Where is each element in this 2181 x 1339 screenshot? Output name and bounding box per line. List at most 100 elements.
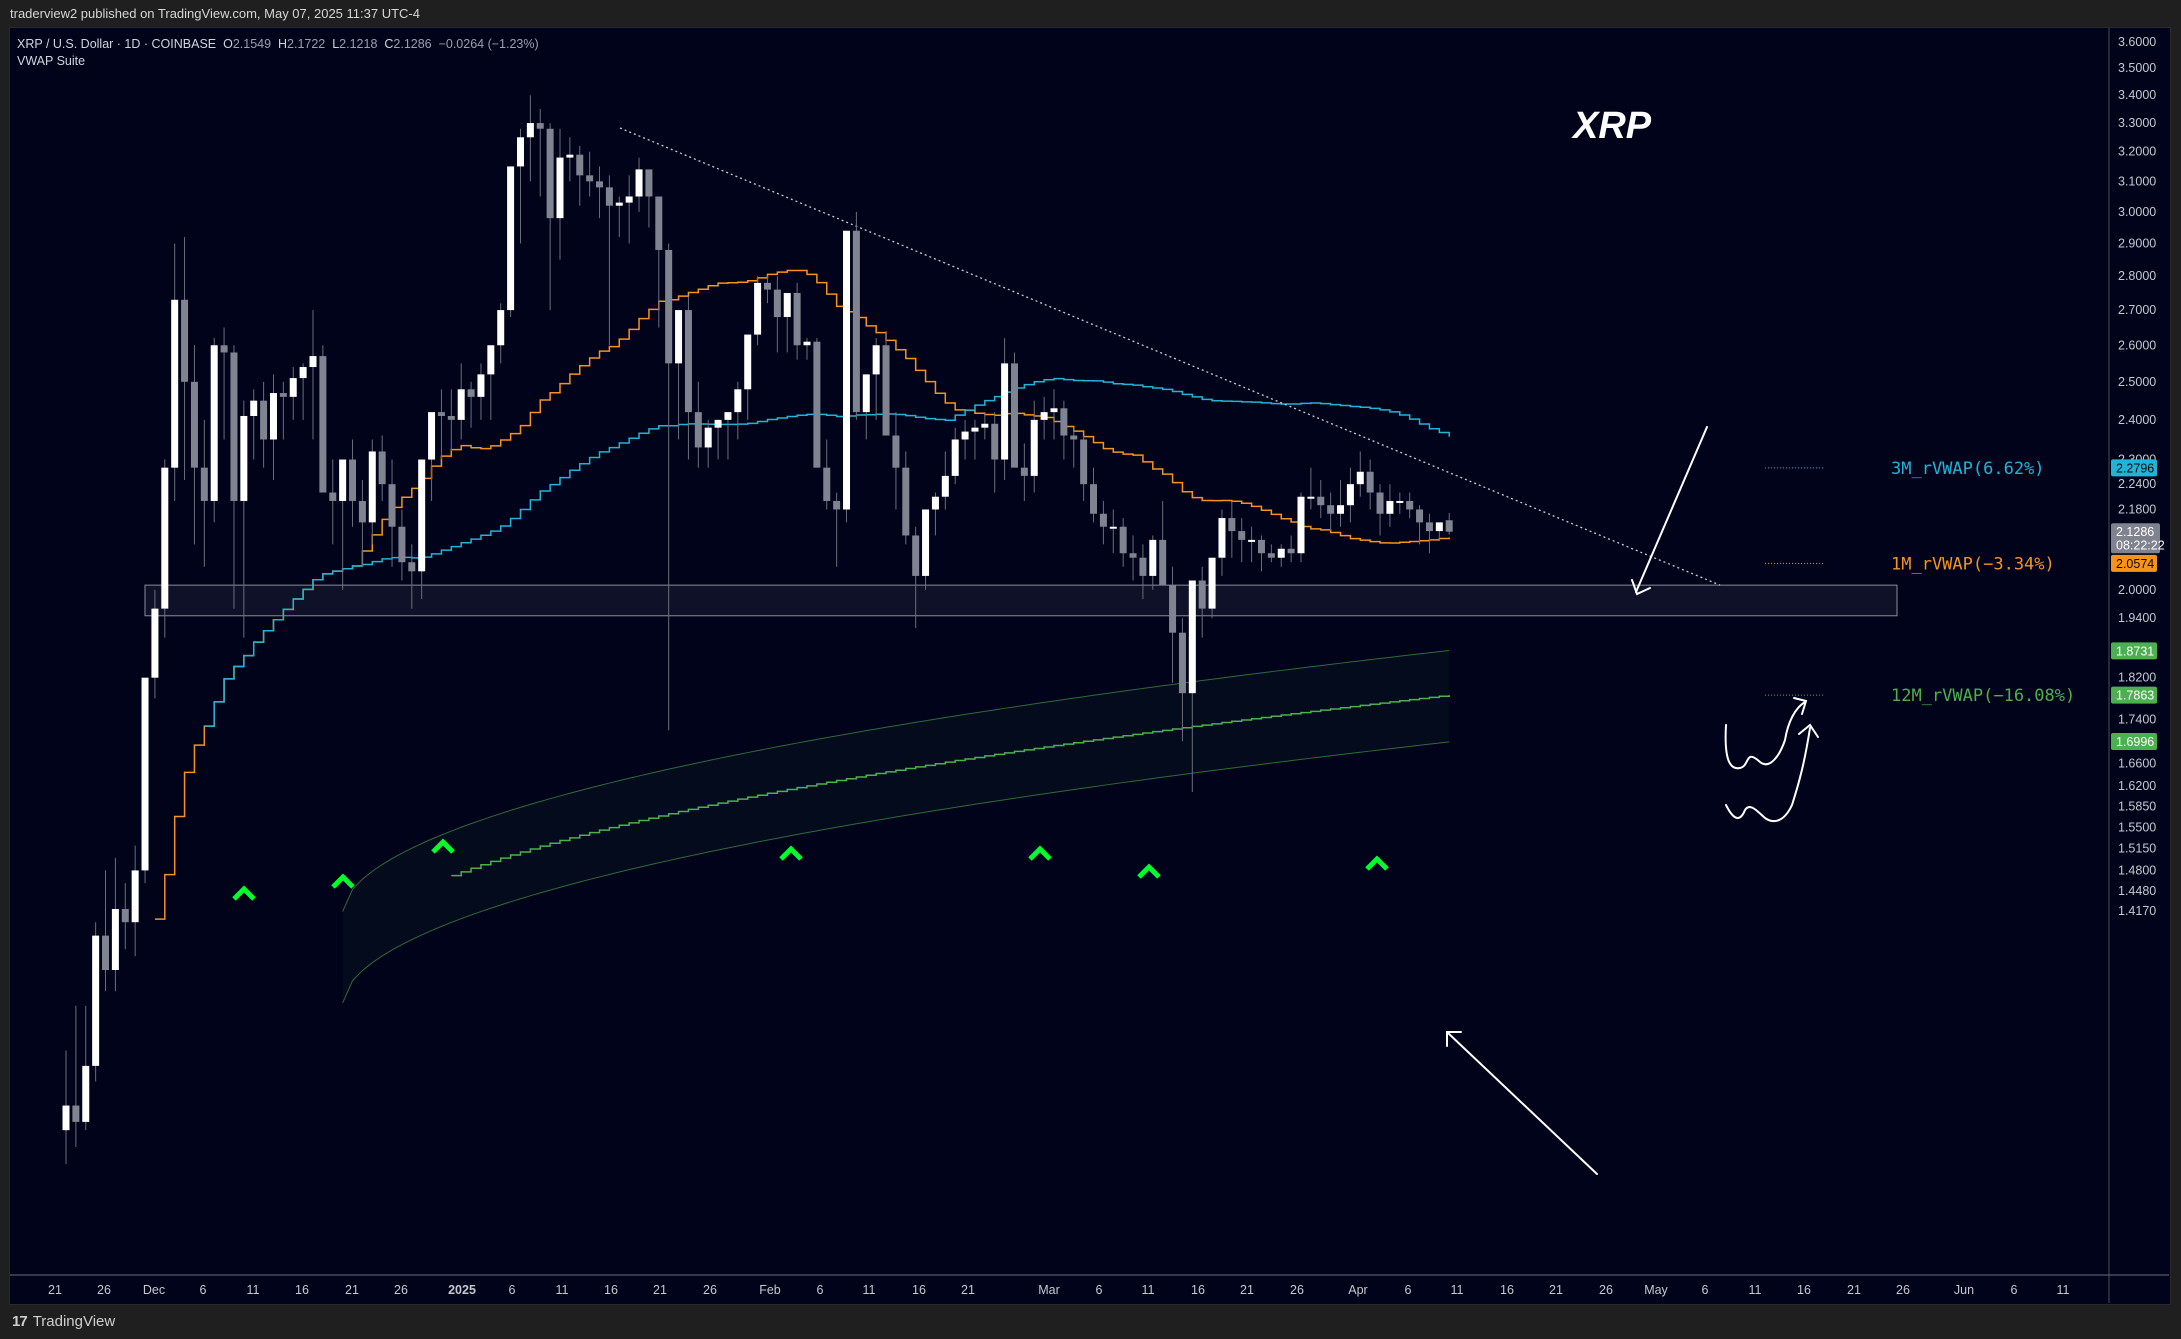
candle-body [1287,548,1295,554]
candle-body [408,562,416,572]
indicator-name[interactable]: VWAP Suite [17,54,86,68]
candle-body [1327,505,1335,514]
candle-body [151,608,159,678]
candle [1346,467,1354,523]
support-marker-chevron-icon [1028,845,1052,861]
time-tick-label: 21 [1549,1283,1563,1297]
candle-body [92,935,100,1066]
candle-body [556,157,564,219]
candle-body [1119,526,1127,554]
candle [951,427,959,485]
candle [1257,535,1265,572]
candle-body [102,935,110,971]
candle-body [714,419,722,428]
candle-body [141,677,149,871]
candle [981,412,989,440]
candle [1090,467,1098,523]
candle [635,157,643,212]
candle [1080,435,1088,501]
candle-body [586,175,594,182]
vwap-12m-line [451,695,1450,877]
candle [269,374,277,481]
candle-body [1149,539,1157,576]
price-tick-label: 1.4800 [2118,863,2156,877]
candle [477,363,485,420]
candle-body [625,196,633,203]
candle [655,196,663,328]
candle-body [1307,496,1315,499]
symbol-name[interactable]: XRP / U.S. Dollar · 1D · COINBASE [17,37,217,51]
time-tick-label: 6 [1405,1283,1412,1297]
chart-frame[interactable] [9,27,2171,1305]
chart-title-annotation: XRP [1571,105,1652,147]
candle-body [329,492,337,501]
candle-body [1317,496,1325,506]
candle-body [378,451,386,485]
candle-body [546,128,554,219]
open-label: O [223,37,233,51]
descending-trendline[interactable] [619,127,1721,586]
candle-body [1020,467,1028,476]
price-tick-label: 3.6000 [2118,35,2156,49]
vwap-12m-price-tag-0-bg[interactable] [2111,642,2157,660]
time-tick-label: 26 [1290,1283,1304,1297]
candle-body [457,389,465,420]
vwap-12m-price-tag-1-bg[interactable] [2111,686,2157,704]
candle [615,196,623,238]
low-label: L [332,37,340,51]
candle [1376,484,1384,536]
time-tick-label: 11 [247,1283,260,1297]
candle-body [1356,471,1364,485]
time-tick-label: 16 [912,1283,926,1297]
candle-body [1109,526,1117,529]
candle-body [763,282,771,290]
candle-body [596,181,604,188]
open-value: 2.1549 [232,37,272,51]
candle [82,1005,90,1131]
candle-body [181,299,189,382]
change-value: −0.0264 (−1.23%) [438,37,539,51]
support-zone[interactable] [144,584,1898,617]
candle-body [1070,435,1078,440]
support-marker-chevron-icon [1365,855,1389,871]
candle-body [734,389,742,413]
vwap-3m-price-tag-bg[interactable] [2111,459,2157,477]
candle [902,451,910,545]
vwap-12m-price-tag-2-bg[interactable] [2111,732,2157,750]
candle [793,282,801,360]
vwap-12m-lower-line [342,741,1450,1004]
current-price-tag: 2.1286 [2116,525,2154,539]
current-price-tag-countdown: 08:22:22 [2116,539,2165,553]
candle-body [339,459,347,501]
candle [1307,467,1315,510]
annotation-arrows [1446,426,1819,1175]
candle [497,303,505,364]
plot-area [62,95,1898,1175]
time-tick-label: 21 [961,1283,975,1297]
candle-body [754,282,762,335]
candle [744,334,752,420]
time-tick-label: 11 [2057,1283,2070,1297]
candle [1129,535,1137,581]
candle [1208,557,1216,619]
candle [1060,400,1068,460]
candle-body [1178,632,1186,694]
tradingview-brand[interactable]: TradingView [32,1313,116,1330]
low-value: 2.1218 [339,37,378,51]
candle [102,870,110,992]
candle-body [1386,500,1394,514]
candle [872,338,880,420]
candle [230,345,238,609]
candle [1366,459,1374,510]
vwap-1m-price-tag-bg[interactable] [2111,554,2157,572]
candle-body [1198,580,1206,609]
support-marker-chevron-icon [779,845,803,861]
price-tick-label: 3.4000 [2118,88,2156,102]
candle-body [744,334,752,390]
projection-arrowhead-2-icon [1798,723,1819,738]
tradingview-logo-icon[interactable]: 17 [12,1313,28,1330]
candle [260,381,268,468]
candle-body [1376,492,1384,514]
current-price-tag-bg[interactable] [2111,523,2160,554]
